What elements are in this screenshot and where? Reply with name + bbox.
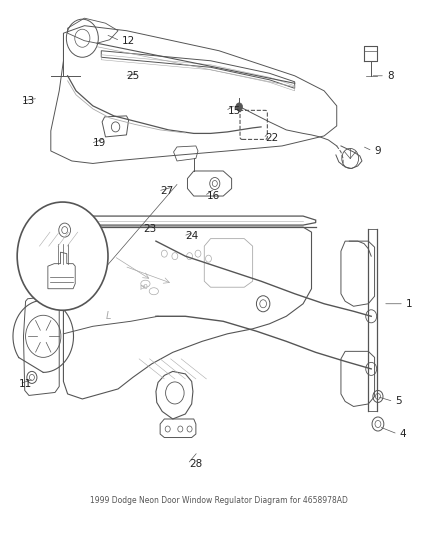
Text: 5: 5 <box>396 397 402 407</box>
Text: 11: 11 <box>19 379 32 389</box>
Text: 23: 23 <box>143 224 156 233</box>
Text: 16: 16 <box>206 191 219 201</box>
Text: 9: 9 <box>374 146 381 156</box>
Text: 19: 19 <box>93 139 106 148</box>
Text: L: L <box>106 311 111 321</box>
Text: p0: p0 <box>139 284 148 290</box>
Text: 15: 15 <box>227 106 240 116</box>
Text: 1999 Dodge Neon Door Window Regulator Diagram for 4658978AD: 1999 Dodge Neon Door Window Regulator Di… <box>90 496 348 505</box>
Text: 6: 6 <box>51 274 57 284</box>
Text: 13: 13 <box>21 96 35 106</box>
Text: 27: 27 <box>160 186 173 196</box>
Circle shape <box>17 202 108 310</box>
Text: 1: 1 <box>406 299 413 309</box>
Text: 28: 28 <box>190 459 203 469</box>
Text: 12: 12 <box>122 36 135 46</box>
Text: 24: 24 <box>185 231 198 241</box>
Text: 8: 8 <box>387 71 394 81</box>
Text: 4: 4 <box>400 429 406 439</box>
Text: 22: 22 <box>265 133 279 143</box>
Text: 25: 25 <box>127 71 140 81</box>
Text: 10: 10 <box>64 296 77 306</box>
Circle shape <box>236 103 243 111</box>
Text: 7: 7 <box>32 241 39 251</box>
